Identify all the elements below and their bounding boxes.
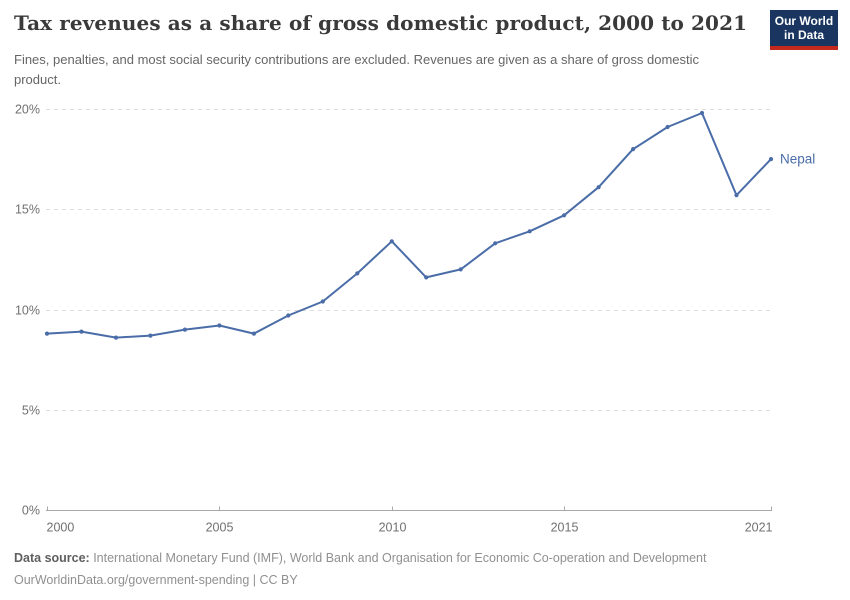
- data-point[interactable]: [631, 147, 636, 152]
- series-line[interactable]: [46, 112, 772, 339]
- data-point[interactable]: [562, 213, 567, 218]
- license-label: CC BY: [259, 572, 298, 587]
- data-point[interactable]: [458, 267, 463, 272]
- data-point[interactable]: [355, 271, 360, 276]
- data-point[interactable]: [217, 323, 222, 328]
- chart-footer: Data source: International Monetary Fund…: [14, 548, 834, 591]
- data-point[interactable]: [148, 333, 153, 338]
- chart-subtitle: Fines, penalties, and most social securi…: [14, 52, 700, 87]
- data-point[interactable]: [113, 335, 119, 340]
- data-source-line: Data source: International Monetary Fund…: [14, 548, 834, 570]
- x-axis-tick-label: 2005: [206, 521, 234, 535]
- data-point[interactable]: [768, 157, 774, 162]
- footer-link-line: OurWorldinData.org/government-spending |…: [14, 570, 834, 592]
- data-point[interactable]: [493, 241, 498, 246]
- data-point[interactable]: [79, 329, 84, 334]
- y-axis-tick-label: 0%: [22, 504, 40, 518]
- y-axis-tick-label: 10%: [15, 304, 40, 318]
- y-axis-tick-label: 15%: [15, 203, 40, 217]
- line-chart-canvas: 0% 5% 10% 15% 20% 2000 2005 2010 2015 2021 Nepal: [15, 103, 815, 535]
- data-point[interactable]: [320, 299, 325, 304]
- data-point[interactable]: [596, 185, 601, 190]
- entity-label[interactable]: Nepal: [780, 152, 815, 167]
- x-axis-tick-label: 2021: [745, 521, 773, 535]
- owid-logo-line2: in Data: [783, 28, 824, 42]
- x-axis-tick-label: 2015: [551, 521, 579, 535]
- data-source-label: Data source:: [14, 551, 90, 565]
- data-point[interactable]: [182, 327, 187, 332]
- footer-separator: |: [249, 572, 260, 587]
- data-source-text: International Monetary Fund (IMF), World…: [89, 551, 707, 565]
- x-axis-tick-label: 2010: [379, 521, 407, 535]
- owid-url-link[interactable]: OurWorldinData.org/government-spending: [14, 572, 250, 587]
- x-axis-tick-label: 2000: [47, 521, 75, 535]
- data-point[interactable]: [389, 239, 394, 244]
- data-point[interactable]: [734, 193, 739, 198]
- data-point[interactable]: [699, 110, 705, 116]
- owid-logo-line1: Our World: [774, 14, 834, 28]
- owid-logo: Our World in Data: [770, 10, 838, 50]
- data-point[interactable]: [286, 313, 291, 318]
- data-point[interactable]: [44, 331, 50, 336]
- y-axis-tick-label: 20%: [15, 103, 40, 117]
- y-axis-tick-label: 5%: [22, 404, 40, 418]
- data-point[interactable]: [251, 331, 256, 336]
- data-point[interactable]: [665, 124, 670, 130]
- data-point[interactable]: [424, 275, 429, 280]
- data-point[interactable]: [527, 229, 532, 234]
- chart-title: Tax revenues as a share of gross domesti…: [14, 11, 748, 35]
